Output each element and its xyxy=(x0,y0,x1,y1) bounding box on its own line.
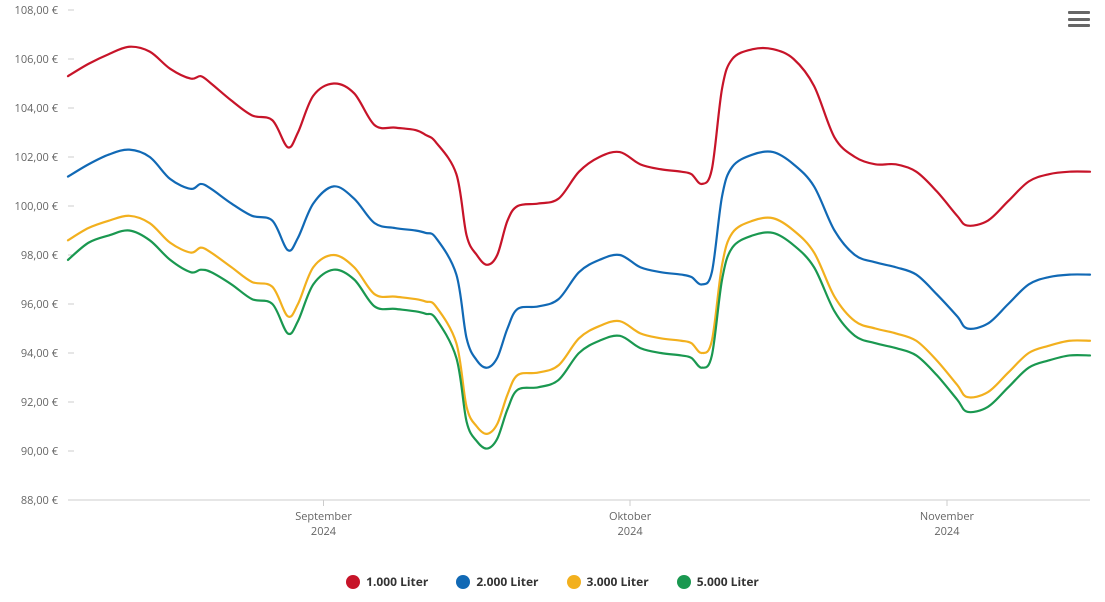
y-tick-label: 104,00 € xyxy=(15,101,59,116)
x-tick-sublabel: 2024 xyxy=(934,524,960,539)
legend-item[interactable]: 5.000 Liter xyxy=(677,573,759,590)
x-tick-sublabel: 2024 xyxy=(618,524,644,539)
legend-label: 1.000 Liter xyxy=(366,573,428,590)
y-tick-label: 90,00 € xyxy=(21,444,59,459)
legend-swatch xyxy=(677,575,691,589)
x-tick-label: Oktober xyxy=(609,509,652,524)
x-tick-label: September xyxy=(295,509,352,524)
y-tick-label: 98,00 € xyxy=(21,248,59,263)
legend-label: 2.000 Liter xyxy=(476,573,538,590)
legend-item[interactable]: 2.000 Liter xyxy=(456,573,538,590)
legend-swatch xyxy=(346,575,360,589)
legend-swatch xyxy=(567,575,581,589)
y-tick-label: 94,00 € xyxy=(21,346,59,361)
series-line xyxy=(68,216,1090,434)
chart-canvas: 88,00 € 90,00 € 92,00 € 94,00 € 96,00 € 98,00… xyxy=(0,0,1105,602)
y-tick-label: 100,00 € xyxy=(15,199,59,214)
y-tick-label: 106,00 € xyxy=(15,52,59,67)
chart-menu-icon[interactable] xyxy=(1067,8,1091,30)
price-chart: 88,00 € 90,00 € 92,00 € 94,00 € 96,00 € 98,00… xyxy=(0,0,1105,602)
legend-label: 5.000 Liter xyxy=(697,573,759,590)
legend-item[interactable]: 1.000 Liter xyxy=(346,573,428,590)
y-tick-label: 108,00 € xyxy=(15,3,59,18)
y-tick-label: 88,00 € xyxy=(21,493,59,508)
y-tick-label: 92,00 € xyxy=(21,395,59,410)
legend-swatch xyxy=(456,575,470,589)
chart-legend: 1.000 Liter 2.000 Liter 3.000 Liter 5.000 L… xyxy=(0,573,1105,590)
x-tick-label: November xyxy=(920,509,975,524)
legend-item[interactable]: 3.000 Liter xyxy=(567,573,649,590)
y-tick-label: 96,00 € xyxy=(21,297,59,312)
legend-label: 3.000 Liter xyxy=(587,573,649,590)
y-tick-label: 102,00 € xyxy=(15,150,59,165)
series-line xyxy=(68,47,1090,265)
x-tick-sublabel: 2024 xyxy=(311,524,337,539)
